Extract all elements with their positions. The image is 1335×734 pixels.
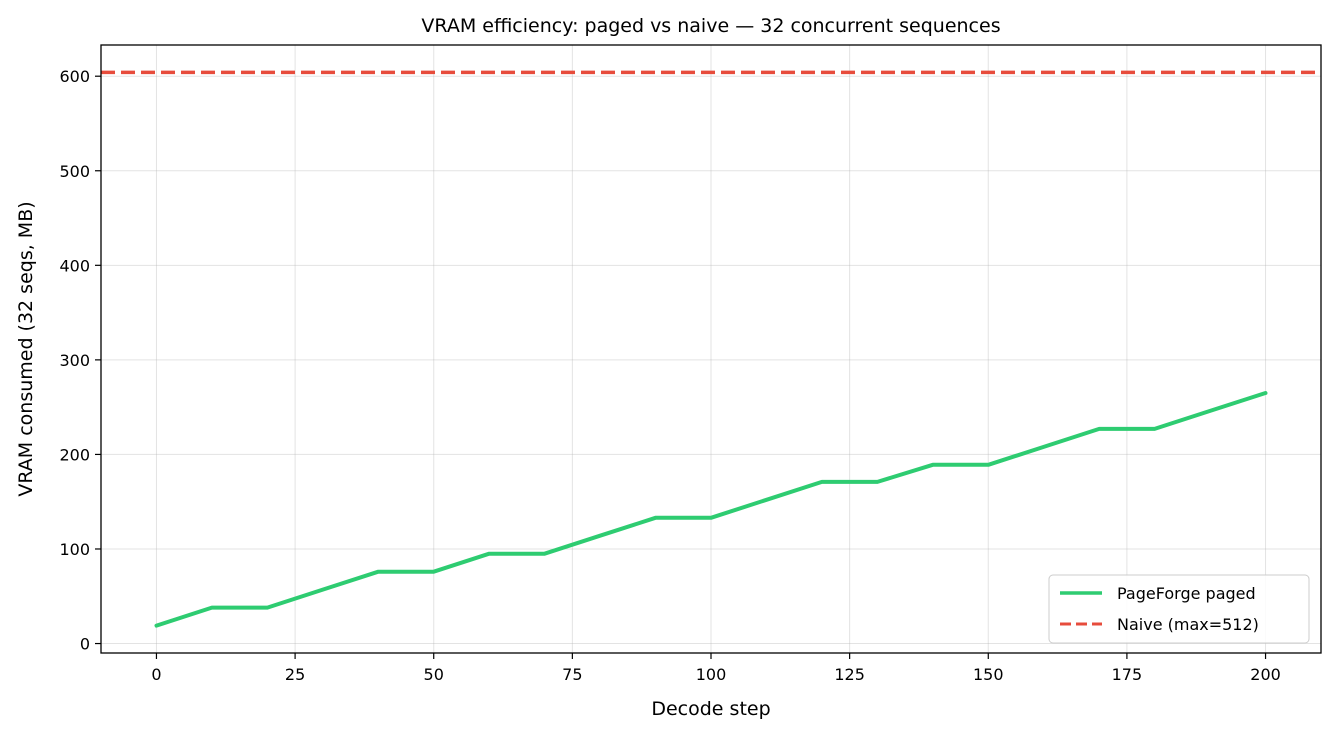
x-tick-label: 100	[696, 665, 727, 684]
y-tick-label: 100	[59, 540, 90, 559]
x-tick-label: 0	[151, 665, 161, 684]
series-line-paged	[154, 391, 1268, 628]
x-axis-title: Decode step	[651, 698, 770, 720]
x-tick-label: 75	[562, 665, 582, 684]
y-axis: 0 100 200 300 400 500 600	[59, 67, 101, 654]
y-tick-label: 400	[59, 256, 90, 275]
x-tick-label: 50	[424, 665, 444, 684]
legend-label-naive: Naive (max=512)	[1117, 615, 1259, 634]
y-axis-title: VRAM consumed (32 seqs, MB)	[15, 201, 37, 496]
gridlines	[101, 45, 1321, 653]
y-tick-label: 200	[59, 445, 90, 464]
x-axis: 0 25 50 75 100 125 150 175 200	[151, 653, 1281, 684]
y-tick-label: 600	[59, 67, 90, 86]
x-tick-label: 175	[1112, 665, 1143, 684]
plot-series	[101, 70, 1321, 628]
x-tick-label: 200	[1250, 665, 1281, 684]
y-tick-label: 300	[59, 351, 90, 370]
x-tick-label: 25	[285, 665, 305, 684]
legend: PageForge paged Naive (max=512)	[1048, 574, 1310, 644]
x-tick-label: 150	[973, 665, 1004, 684]
legend-box	[1048, 574, 1310, 644]
y-tick-label: 0	[80, 635, 90, 654]
legend-label-paged: PageForge paged	[1117, 584, 1256, 603]
y-tick-label: 500	[59, 162, 90, 181]
x-tick-label: 125	[834, 665, 865, 684]
chart-title: VRAM efficiency: paged vs naive — 32 con…	[421, 15, 1000, 37]
